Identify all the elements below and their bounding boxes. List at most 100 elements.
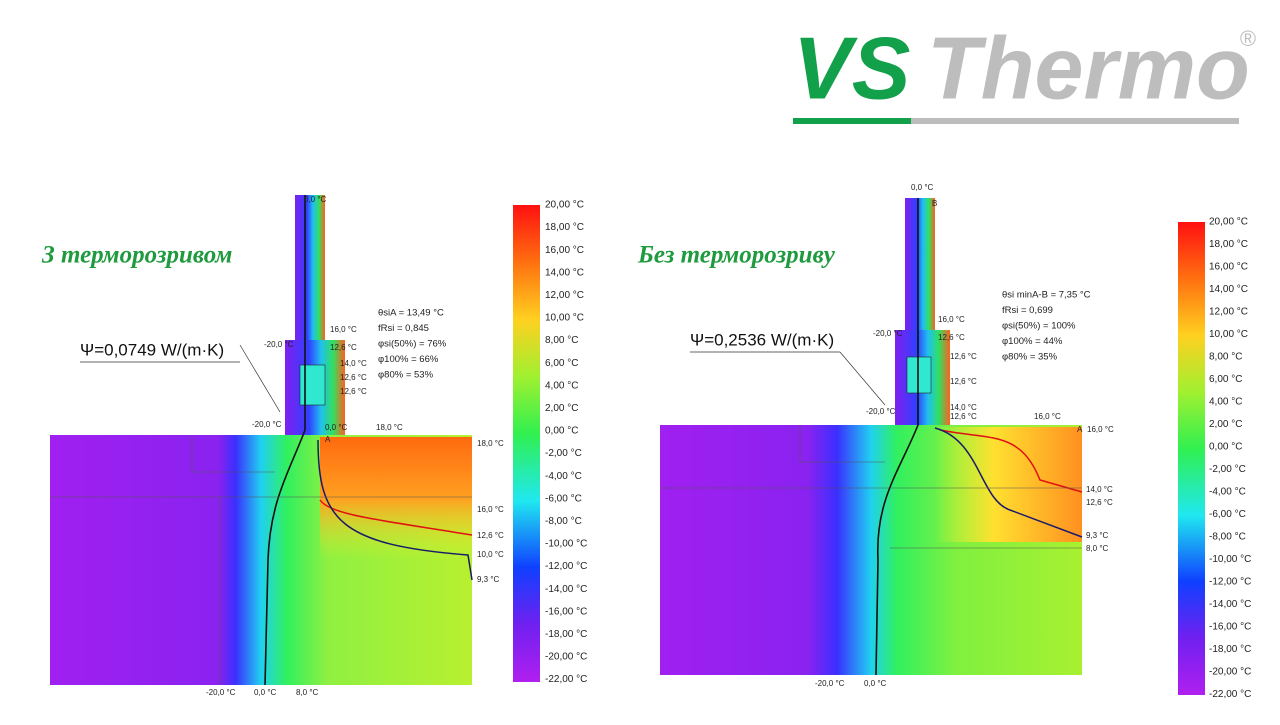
colorbar-label: -18,00 °C <box>1209 644 1251 655</box>
colorbar-label: 0,00 °C <box>545 426 578 437</box>
temp-label: 0,0 °C <box>304 195 327 204</box>
annotation: φsi(50%) = 76% <box>378 339 447 350</box>
colorbar-label: 0,00 °C <box>1209 442 1242 453</box>
temp-label: 12,6 °C <box>950 352 977 361</box>
temp-label: 18,0 °C <box>477 439 504 448</box>
thermal-field-right <box>660 198 1205 695</box>
colorbar-label: -20,00 °C <box>545 652 587 663</box>
temp-label: 9,3 °C <box>1086 531 1109 540</box>
temp-label: 12,6 °C <box>1086 498 1113 507</box>
temp-label: 16,0 °C <box>477 505 504 514</box>
colorbar-label: -10,00 °C <box>545 539 587 550</box>
temp-label: 16,0 °C <box>1034 412 1061 421</box>
colorbar-label: 10,00 °C <box>545 313 584 324</box>
temp-label: 0,0 °C <box>911 183 934 192</box>
temp-label: B <box>932 199 937 208</box>
annotation: φ80% = 35% <box>1002 352 1058 363</box>
colorbar-label: -16,00 °C <box>545 606 587 617</box>
logo-vs: VS <box>793 18 910 117</box>
colorbar-label: 2,00 °C <box>1209 419 1242 430</box>
colorbar-label: -14,00 °C <box>1209 599 1251 610</box>
colorbar-label: -22,00 °C <box>1209 689 1251 700</box>
colorbar-label: 18,00 °C <box>545 222 584 233</box>
colorbar-label: -18,00 °C <box>545 629 587 640</box>
temp-label: 18,0 °C <box>376 423 403 432</box>
psi-value: Ψ=0,0749 W/(m·K) <box>80 340 224 359</box>
colorbar-label: 10,00 °C <box>1209 329 1248 340</box>
colorbar-label: -14,00 °C <box>545 584 587 595</box>
colorbar-label: 12,00 °C <box>1209 307 1248 318</box>
annotation: φsi(50%) = 100% <box>1002 321 1076 332</box>
annotation: θsi minA-B = 7,35 °C <box>1002 290 1091 301</box>
temp-label: 0,0 °C <box>325 423 348 432</box>
colorbar-label: -22,00 °C <box>545 674 587 685</box>
temp-label: 16,0 °C <box>938 315 965 324</box>
colorbar-label: -8,00 °C <box>545 516 582 527</box>
colorbar-label: 8,00 °C <box>545 335 578 346</box>
colorbar-label: 8,00 °C <box>1209 352 1242 363</box>
temp-label: 0,0 °C <box>254 688 277 697</box>
annotation: φ80% = 53% <box>378 370 434 381</box>
colorbar-label: 2,00 °C <box>545 403 578 414</box>
colorbar-label: -4,00 °C <box>545 471 582 482</box>
temp-label: -20,0 °C <box>815 679 845 688</box>
annotation: fRsi = 0,845 <box>378 323 429 334</box>
colorbar-label: 6,00 °C <box>545 358 578 369</box>
temp-label: 0,0 °C <box>864 679 887 688</box>
colorbar-label: 14,00 °C <box>1209 284 1248 295</box>
temp-label: 12,6 °C <box>938 333 965 342</box>
logo-mark: ® <box>1240 26 1256 51</box>
logo-bar <box>793 118 911 124</box>
colorbar-label: -2,00 °C <box>1209 464 1246 475</box>
thermal-field-left <box>50 195 540 686</box>
annotation: θsiA = 13,49 °C <box>378 308 444 319</box>
temp-label: 8,0 °C <box>296 688 319 697</box>
annotation: fRsi = 0,699 <box>1002 305 1053 316</box>
colorbar-label: -8,00 °C <box>1209 532 1246 543</box>
temp-label: 12,6 °C <box>950 412 977 421</box>
temp-label: -20,0 °C <box>873 329 903 338</box>
colorbar-label: -12,00 °C <box>545 561 587 572</box>
temp-label: 8,0 °C <box>1086 544 1109 553</box>
colorbar-label: 18,00 °C <box>1209 239 1248 250</box>
temp-label: 14,0 °C <box>340 359 367 368</box>
colorbar-label: -16,00 °C <box>1209 622 1251 633</box>
colorbar-label: 4,00 °C <box>545 380 578 391</box>
colorbar-label: 16,00 °C <box>1209 262 1248 273</box>
colorbar-label: 12,00 °C <box>545 290 584 301</box>
colorbar-label: 6,00 °C <box>1209 374 1242 385</box>
temp-label: -20,0 °C <box>264 340 294 349</box>
logo-bar <box>911 118 1239 124</box>
colorbar-label: 4,00 °C <box>1209 397 1242 408</box>
temp-label: 12,6 °C <box>477 531 504 540</box>
temp-label: 9,3 °C <box>477 575 500 584</box>
temp-label: 14,0 °C <box>1086 485 1113 494</box>
temp-label: 12,6 °C <box>950 377 977 386</box>
colorbar-label: -20,00 °C <box>1209 667 1251 678</box>
temp-label: A <box>325 435 331 444</box>
temp-label: A <box>1077 425 1083 434</box>
temp-label: 12,6 °C <box>330 343 357 352</box>
temp-label: -20,0 °C <box>866 407 896 416</box>
panel-title: Без терморозриву <box>637 242 836 269</box>
colorbar-label: -12,00 °C <box>1209 577 1251 588</box>
colorbar-label: -10,00 °C <box>1209 554 1251 565</box>
colorbar-label: 16,00 °C <box>545 245 584 256</box>
temp-label: -20,0 °C <box>252 420 282 429</box>
temp-label: 16,0 °C <box>330 325 357 334</box>
temp-label: 12,6 °C <box>340 387 367 396</box>
temp-label: 16,0 °C <box>1087 425 1114 434</box>
panel-title: З терморозривом <box>41 242 232 269</box>
logo-thermo: Thermo <box>927 18 1250 117</box>
temp-label: 10,0 °C <box>477 550 504 559</box>
temp-label: 14,0 °C <box>950 403 977 412</box>
colorbar-label: -6,00 °C <box>1209 509 1246 520</box>
temp-label: -20,0 °C <box>206 688 236 697</box>
colorbar-label: -6,00 °C <box>545 493 582 504</box>
colorbar-label: -2,00 °C <box>545 448 582 459</box>
colorbar-label: 20,00 °C <box>1209 217 1248 228</box>
colorbar-label: 20,00 °C <box>545 200 584 211</box>
psi-value: Ψ=0,2536 W/(m·K) <box>690 330 834 349</box>
